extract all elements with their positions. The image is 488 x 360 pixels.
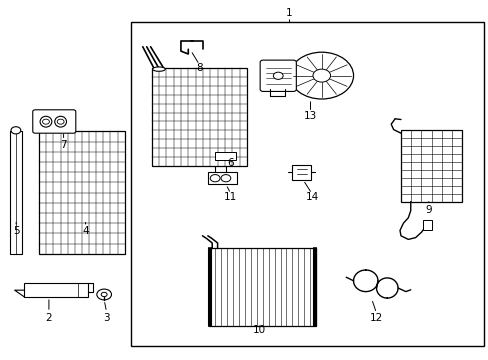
Bar (208, 172, 236, 184)
Circle shape (273, 72, 283, 80)
Text: 6: 6 (227, 158, 234, 168)
Text: 11: 11 (224, 192, 237, 202)
Bar (10, 131, 22, 254)
Circle shape (97, 289, 111, 300)
Text: 13: 13 (303, 111, 317, 121)
Bar (215, 152, 235, 160)
Ellipse shape (40, 116, 52, 127)
Ellipse shape (55, 116, 66, 127)
Bar (151, 68, 246, 166)
Text: 4: 4 (82, 226, 89, 236)
Text: 8: 8 (196, 63, 203, 73)
Bar (400, 130, 461, 202)
FancyBboxPatch shape (33, 110, 76, 133)
Bar (291, 165, 311, 180)
Circle shape (42, 119, 49, 124)
Text: 10: 10 (252, 325, 265, 336)
Bar (131, 22, 483, 346)
Circle shape (101, 292, 107, 297)
Text: 2: 2 (45, 312, 52, 323)
Bar (423, 220, 431, 230)
Bar (208, 248, 316, 326)
Ellipse shape (152, 67, 165, 71)
Text: 7: 7 (60, 140, 67, 150)
Bar (39, 131, 124, 254)
Circle shape (57, 119, 64, 124)
Circle shape (312, 69, 330, 82)
Circle shape (289, 52, 353, 99)
Circle shape (11, 127, 20, 134)
Text: 3: 3 (103, 312, 110, 323)
Text: 1: 1 (285, 8, 292, 18)
FancyBboxPatch shape (260, 60, 296, 91)
Text: 5: 5 (13, 226, 20, 236)
Circle shape (210, 175, 220, 182)
Text: 12: 12 (369, 312, 383, 323)
Text: 14: 14 (305, 192, 318, 202)
Circle shape (221, 175, 230, 182)
FancyBboxPatch shape (24, 283, 88, 297)
Text: 9: 9 (425, 204, 431, 215)
